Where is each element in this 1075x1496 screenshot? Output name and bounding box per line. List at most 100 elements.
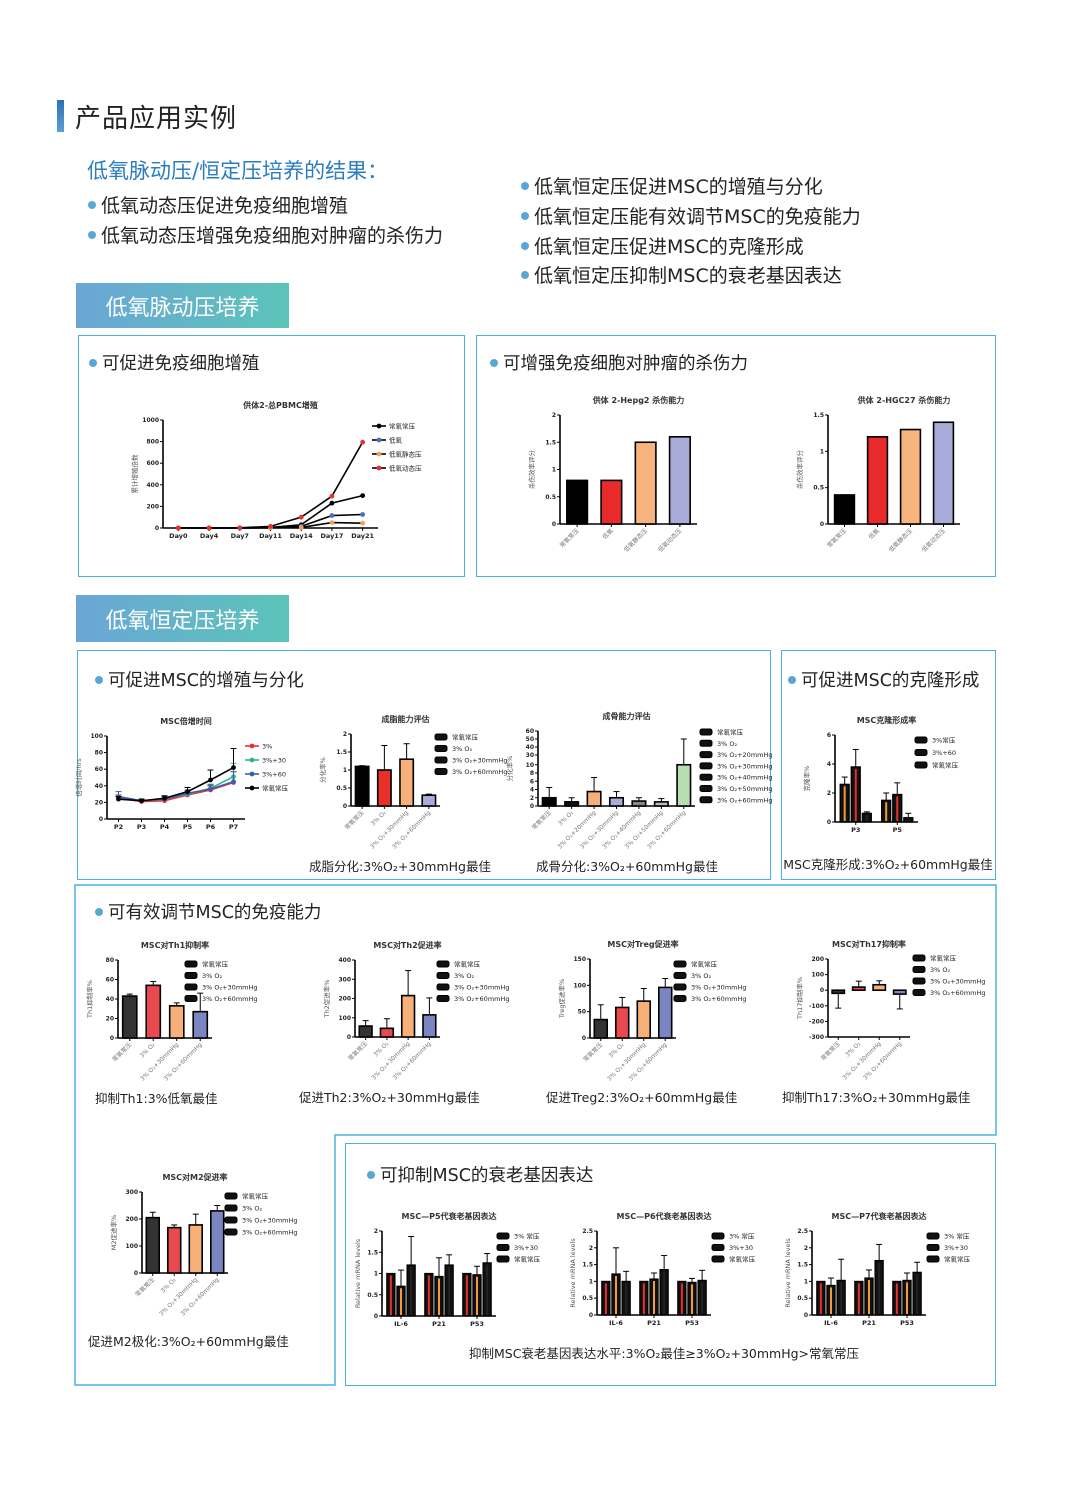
y-tick-label: 300 xyxy=(125,1189,138,1196)
y-tick-label: 0 xyxy=(134,1270,138,1277)
bar xyxy=(422,1014,437,1038)
bar xyxy=(872,983,887,991)
data-point xyxy=(329,520,335,525)
x-tick-label: 3% O₂ xyxy=(557,809,575,827)
caption-th1: 抑制Th1:3%低氧最佳 xyxy=(95,1091,218,1106)
legend-label: 3% O₂+30mmHg xyxy=(930,978,986,986)
page-title: 产品应用实例 xyxy=(75,104,238,134)
bar xyxy=(379,1027,395,1038)
y-tick-label: 0 xyxy=(530,803,534,810)
y-tick-label: 0 xyxy=(343,803,347,810)
legend-swatch-icon xyxy=(224,1192,238,1200)
legend-label: 3% O₂+60mmHg xyxy=(930,989,986,997)
x-tick-label: 3% O₂ xyxy=(608,1041,626,1059)
y-tick-label: 2 xyxy=(530,795,534,802)
y-tick-label: 400 xyxy=(338,957,351,964)
legend-swatch-icon xyxy=(699,773,713,781)
legend-swatch-icon xyxy=(711,1255,725,1263)
legend-label: 常氧常压 xyxy=(729,1255,756,1264)
chart-title: MSC倍增时间 xyxy=(160,716,212,726)
bar-fill xyxy=(865,815,868,821)
legend-label: 3% O₂+30mmHg xyxy=(454,984,510,992)
chart-th1: MSC对Th1抑制率 Th1抑制率% 0 20 40 60 80 常氧常压 3% O₂ 3% O₂… xyxy=(85,940,258,1083)
bar xyxy=(358,1025,373,1038)
legend-swatch-icon xyxy=(699,728,713,736)
y-tick-label: 1.5 xyxy=(336,749,347,756)
legend-swatch-icon xyxy=(436,960,450,968)
x-tick-label: 常氧常压 xyxy=(346,1040,369,1063)
chart-title: MSC对M2促进率 xyxy=(162,1172,227,1182)
panel-heading: 可抑制MSC的衰老基因表达 xyxy=(367,1162,593,1187)
y-tick-label: 8 xyxy=(530,770,534,777)
legend-label: 3% O₂ xyxy=(202,972,222,980)
panel-msc-diff xyxy=(77,650,771,880)
bullet-icon xyxy=(89,358,97,367)
y-tick-label: 200 xyxy=(338,996,351,1003)
bar xyxy=(892,989,907,995)
x-tick-label: 常氧常压 xyxy=(825,527,848,550)
caption-osteo: 成骨分化:3%O₂+60mmHg最佳 xyxy=(536,859,718,874)
chart-title: MSC—P6代衰老基因表达 xyxy=(616,1211,711,1221)
legend-swatch-icon xyxy=(711,1244,725,1251)
bar-fill xyxy=(916,1274,919,1314)
y-tick-label: 2 xyxy=(343,731,347,738)
summary-bullet: 低氧恒定压抑制MSC的衰老基因表达 xyxy=(521,261,842,288)
y-tick-label: 50 xyxy=(526,736,534,743)
series-line xyxy=(118,766,234,802)
x-tick-label: 常氧常压 xyxy=(111,1041,134,1064)
y-tick-label: 1.5 xyxy=(582,1262,593,1269)
legend-swatch-icon xyxy=(926,1232,940,1240)
bullet-icon xyxy=(788,675,796,684)
y-tick-label: 100 xyxy=(573,982,586,989)
bar-fill xyxy=(486,1264,489,1315)
x-tick-label: 常氧常压 xyxy=(582,1041,605,1064)
legend-label: 常氧常压 xyxy=(514,1255,541,1264)
data-point xyxy=(185,789,190,795)
legend-swatch-icon xyxy=(673,960,687,968)
y-tick-label: -100 xyxy=(809,1003,824,1010)
x-tick-label: Day4 xyxy=(200,532,219,540)
bar xyxy=(145,984,162,1039)
y-axis-label: Treg促进率% xyxy=(557,979,566,1019)
y-tick-label: 1 xyxy=(589,1278,593,1285)
x-tick-label: P2 xyxy=(114,823,123,831)
y-tick-label: 80 xyxy=(95,750,103,757)
summary-bullet: 低氧动态压增强免疫细胞对肿瘤的杀伤力 xyxy=(88,221,443,248)
x-tick-label: P21 xyxy=(647,1319,661,1327)
panel-heading: 可促进MSC的增殖与分化 xyxy=(95,667,304,692)
legend-label: 3% 常压 xyxy=(944,1232,970,1241)
bar-fill xyxy=(389,1275,392,1315)
chart-title: MSC—P7代衰老基因表达 xyxy=(831,1211,926,1221)
bullet-icon xyxy=(490,358,498,367)
legend-swatch-icon xyxy=(673,995,687,1002)
panel-heading-text: 可抑制MSC的衰老基因表达 xyxy=(380,1166,594,1186)
y-tick-label: 0.5 xyxy=(545,494,556,501)
section-banner-constant: 低氧恒定压培养 xyxy=(76,595,289,642)
y-tick-label: 200 xyxy=(125,1216,138,1223)
bar xyxy=(593,1018,608,1039)
y-tick-label: 300 xyxy=(338,976,351,983)
bar-fill xyxy=(885,802,888,821)
legend-label: 常氧常压 xyxy=(944,1255,971,1264)
legend-label: 3% O₂+60mmHg xyxy=(202,995,258,1003)
panel-heading: 可促进MSC的克隆形成 xyxy=(788,667,979,692)
data-point xyxy=(237,525,243,531)
x-tick-label: Day0 xyxy=(169,532,188,540)
y-tick-label: 1 xyxy=(820,448,824,455)
legend-marker-icon xyxy=(376,451,382,457)
legend-label: 常氧常压 xyxy=(202,960,229,969)
legend-marker-icon xyxy=(249,757,255,763)
bar xyxy=(831,989,846,995)
y-tick-label: 1 xyxy=(552,467,556,474)
y-tick-label: 0 xyxy=(374,1313,378,1320)
bullet-icon xyxy=(88,230,96,239)
bar-fill xyxy=(604,1283,607,1314)
y-tick-label: 0 xyxy=(552,521,556,528)
legend-label: 3% O₂+60mmHg xyxy=(717,796,773,804)
x-tick-label: P21 xyxy=(432,1320,446,1328)
